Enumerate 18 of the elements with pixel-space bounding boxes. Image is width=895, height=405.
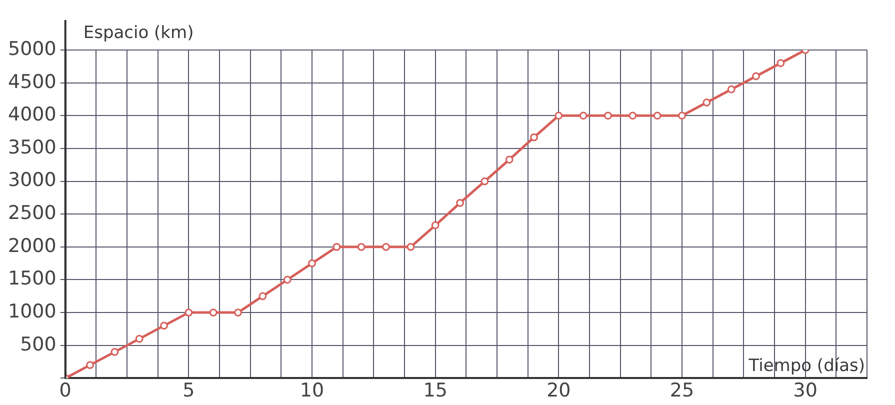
y-tick-label: 3000 [8, 169, 56, 192]
y-tick-label: 4000 [8, 104, 56, 126]
y-tick-label: 2500 [8, 202, 56, 224]
x-tick-label: 30 [793, 380, 818, 402]
y-tick-label: 500 [20, 333, 56, 356]
y-tick-label: 1000 [8, 300, 56, 322]
y-tick-label: 4500 [8, 70, 56, 93]
x-tick-label: 0 [59, 380, 72, 402]
x-tick-label: 20 [546, 380, 571, 402]
x-tick-label: 15 [423, 380, 448, 402]
y-axis-title: Espacio (km) [83, 22, 194, 43]
x-tick-label: 25 [670, 380, 694, 402]
y-tick-label: 1500 [8, 268, 56, 290]
x-tick-label: 5 [182, 380, 195, 402]
y-tick-label: 5000 [8, 38, 56, 60]
x-tick-label: 10 [300, 380, 324, 402]
y-tick-label: 3500 [8, 136, 56, 158]
y-tick-label: 2000 [8, 234, 56, 257]
